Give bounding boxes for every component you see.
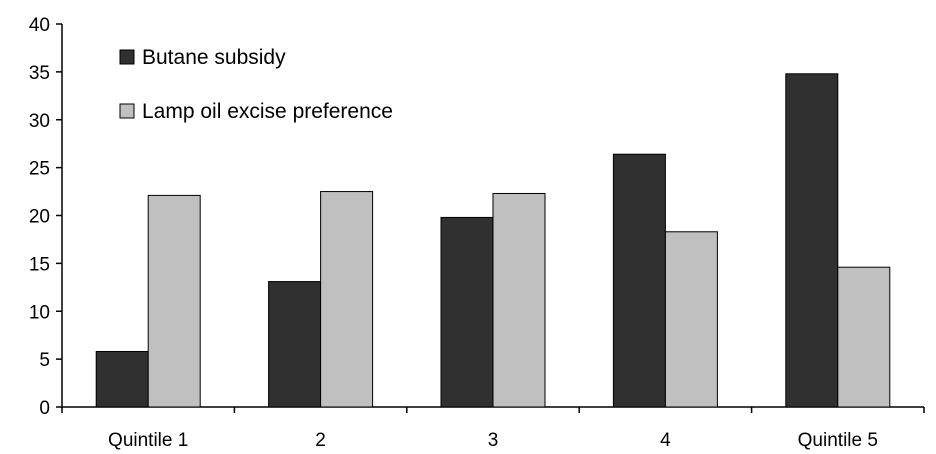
x-tick-label: 4 [660, 430, 671, 451]
x-tick-label: 2 [315, 430, 326, 451]
legend-swatch-lamp-oil [119, 103, 135, 119]
legend-label-lamp-oil: Lamp oil excise preference [142, 100, 393, 123]
legend-label-butane-subsidy: Butane subsidy [142, 46, 286, 69]
y-axis: 0 5 10 15 20 25 30 35 40 [29, 15, 63, 419]
bar-lamp-oil-excise-4 [664, 231, 718, 408]
x-axis: Quintile 1 2 3 4 Quintile 5 [61, 406, 925, 451]
legend-swatch-butane-subsidy [119, 49, 135, 65]
bar-lamp-oil-excise-1 [147, 194, 201, 408]
y-tick-label: 30 [29, 111, 50, 132]
y-tick-label: 10 [29, 302, 50, 323]
x-tick-label: 3 [488, 430, 499, 451]
bar-lamp-oil-excise-5 [837, 266, 891, 408]
bar-butane-subsidy-5 [785, 73, 839, 408]
y-tick-label: 25 [29, 159, 50, 180]
y-tick-label: 15 [29, 254, 50, 275]
bars [95, 73, 891, 408]
x-tick-label: Quintile 5 [798, 430, 878, 451]
y-tick-label: 5 [39, 350, 50, 371]
bar-lamp-oil-excise-2 [320, 191, 374, 408]
bar-butane-subsidy-1 [95, 350, 149, 408]
x-tick-label: Quintile 1 [108, 430, 188, 451]
bar-butane-subsidy-3 [440, 216, 494, 408]
bar-butane-subsidy-2 [268, 281, 322, 408]
bar-lamp-oil-excise-3 [492, 192, 546, 408]
y-tick-label: 40 [29, 15, 50, 36]
y-tick-label: 20 [29, 207, 50, 228]
y-tick-label: 0 [39, 398, 50, 419]
y-tick-label: 35 [29, 63, 50, 84]
bar-butane-subsidy-4 [612, 153, 666, 408]
legend: Butane subsidy Lamp oil excise preferenc… [119, 46, 393, 123]
